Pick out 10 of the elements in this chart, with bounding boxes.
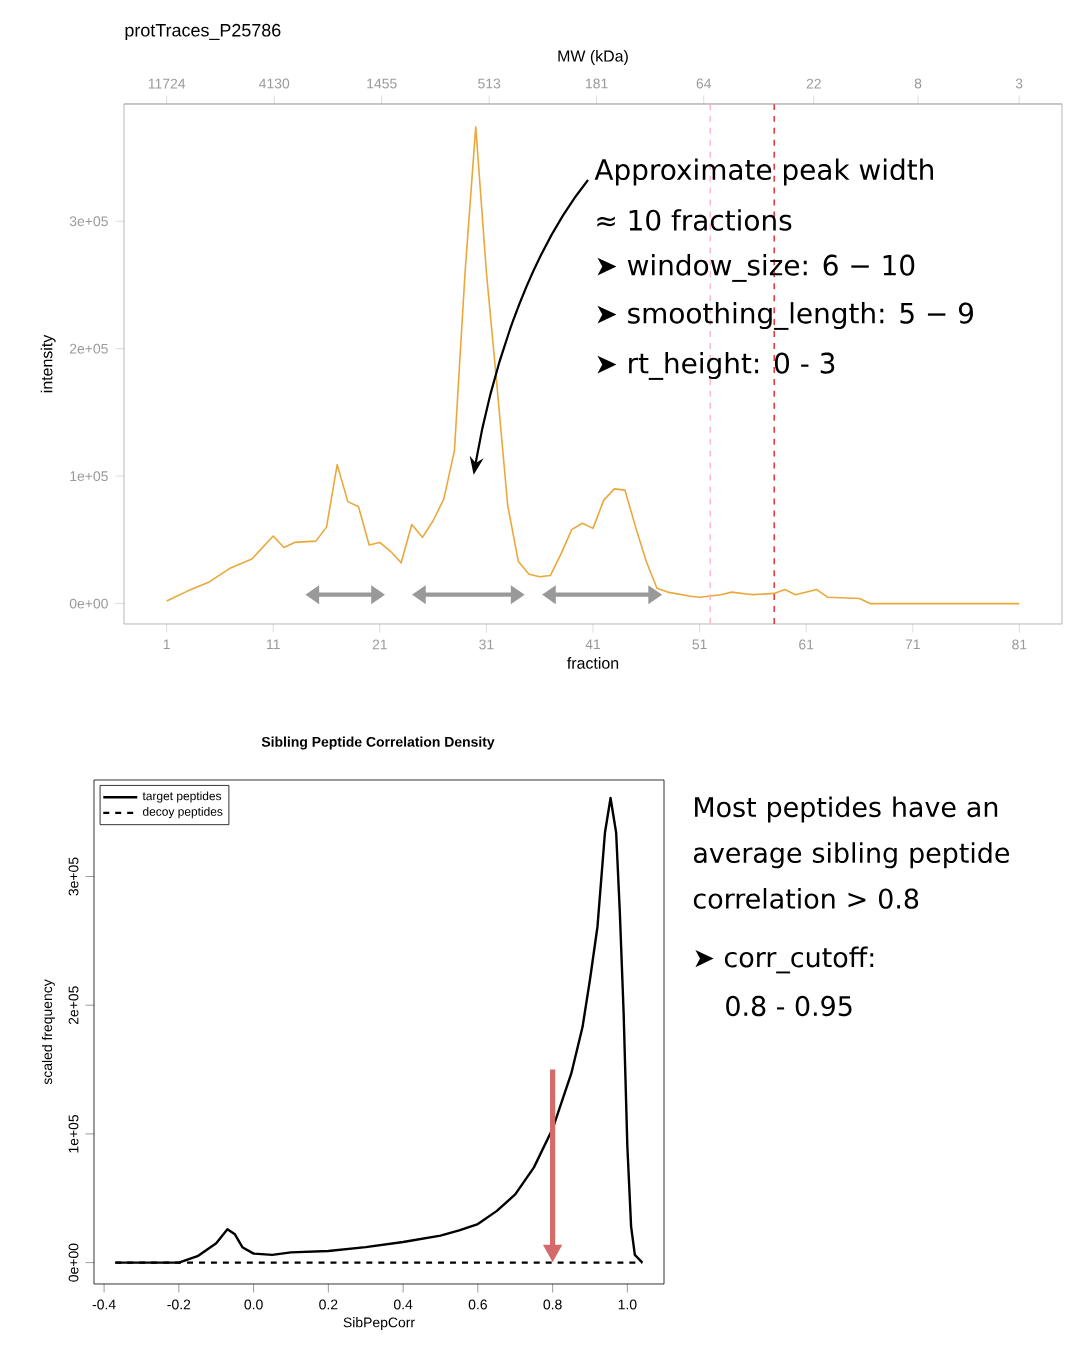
text: 0.8 - 0.95 xyxy=(726,995,852,1017)
annotation: ➤ rt_height: 0 - 3 xyxy=(597,352,835,380)
annotation: ➤ window_size: 6 − 10 xyxy=(597,254,915,282)
annotation: ➤ smoothing_length: 5 − 9 xyxy=(597,302,973,330)
text: ➤ corr_cutoff: xyxy=(695,946,874,974)
annotation: Approximate peak width xyxy=(594,158,933,186)
text: Most peptides have an average sibling peptide correlation > 0.8 xyxy=(693,796,1010,909)
annotation: ≈ 10 fractions xyxy=(597,209,792,231)
chart-title: protTraces_P25786 xyxy=(125,23,281,41)
line-series xyxy=(165,126,1021,605)
